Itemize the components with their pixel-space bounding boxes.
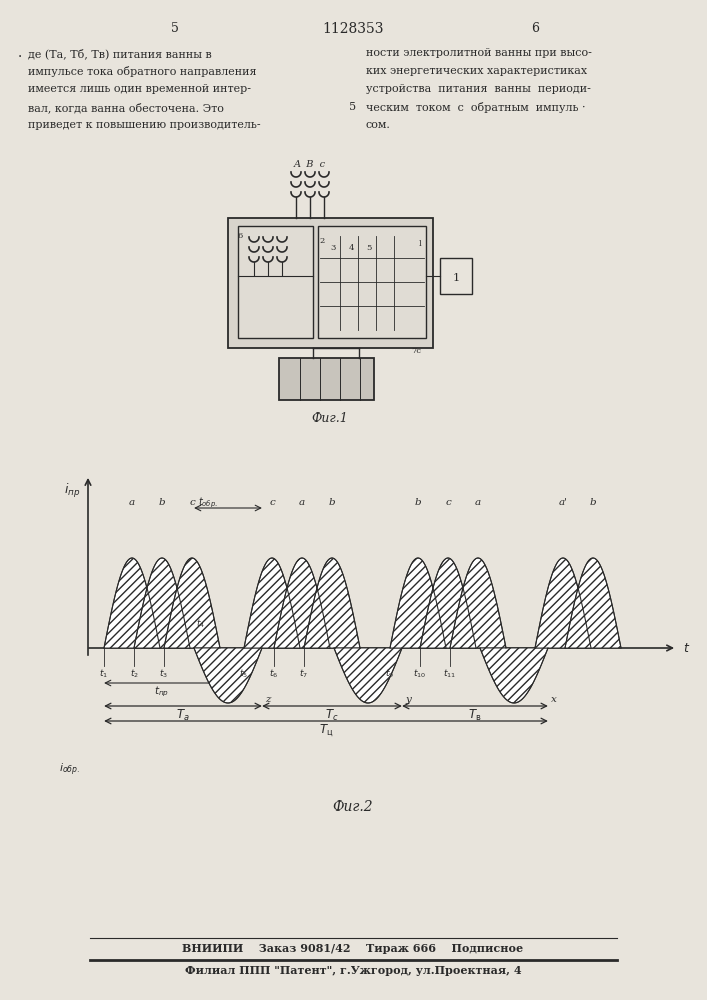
Text: 5: 5 <box>171 22 179 35</box>
Text: $T_c$: $T_c$ <box>325 708 339 723</box>
Text: $i_{обр.}$: $i_{обр.}$ <box>59 762 80 778</box>
Text: вал, когда ванна обесточена. Это: вал, когда ванна обесточена. Это <box>28 102 224 113</box>
Text: $t_3$: $t_3$ <box>160 668 168 680</box>
Bar <box>228 218 433 348</box>
Text: $t_2$: $t_2$ <box>129 668 139 680</box>
Text: $t_{12}$: $t_{12}$ <box>500 668 513 680</box>
Bar <box>238 226 313 338</box>
Text: c: c <box>445 498 451 507</box>
Text: $t_{10}$: $t_{10}$ <box>414 668 426 680</box>
Text: c: c <box>189 498 195 507</box>
Text: $t_1$: $t_1$ <box>100 668 108 680</box>
Text: 7c: 7c <box>411 347 421 355</box>
Text: c: c <box>269 498 275 507</box>
Text: ческим  током  с  обратным  импуль ·: ческим током с обратным импуль · <box>366 102 585 113</box>
Text: $i_{пр}$: $i_{пр}$ <box>64 482 80 500</box>
Text: $T_\text{ц}$: $T_\text{ц}$ <box>319 723 333 739</box>
Text: a': a' <box>559 498 568 507</box>
Text: 1: 1 <box>452 273 460 283</box>
Text: $t_6$: $t_6$ <box>269 668 279 680</box>
Text: устройства  питания  ванны  периоди-: устройства питания ванны периоди- <box>366 84 591 94</box>
Bar <box>318 226 426 338</box>
Text: $t_8$: $t_8$ <box>356 668 365 680</box>
Text: $T_\text{в}$: $T_\text{в}$ <box>468 708 481 723</box>
Text: 6: 6 <box>531 22 539 35</box>
Text: b: b <box>415 498 421 507</box>
Text: ности электролитной ванны при высо-: ности электролитной ванны при высо- <box>366 48 592 58</box>
Text: $t_{11}$: $t_{11}$ <box>443 668 457 680</box>
Text: $t_7$: $t_7$ <box>300 668 308 680</box>
Text: a: a <box>299 498 305 507</box>
Text: $t_{обр.}$: $t_{обр.}$ <box>198 496 218 510</box>
Text: ких энергетических характеристиках: ких энергетических характеристиках <box>366 66 587 76</box>
Text: ВНИИПИ    Заказ 9081/42    Тираж 666    Подписное: ВНИИПИ Заказ 9081/42 Тираж 666 Подписное <box>182 943 524 954</box>
Bar <box>440 258 472 294</box>
Text: приведет к повышению производитель-: приведет к повышению производитель- <box>28 120 261 130</box>
Text: 3: 3 <box>330 244 336 252</box>
Text: b: b <box>158 498 165 507</box>
Text: 4: 4 <box>349 244 354 252</box>
Text: l: l <box>419 240 421 248</box>
Text: A  B  c: A B c <box>294 160 326 169</box>
Text: ·: · <box>18 50 23 64</box>
Text: a: a <box>475 498 481 507</box>
Text: z: z <box>265 696 271 704</box>
Text: $t_4$: $t_4$ <box>196 617 205 630</box>
Text: импульсе тока обратного направления: импульсе тока обратного направления <box>28 66 257 77</box>
Text: a: a <box>129 498 135 507</box>
Text: сом.: сом. <box>366 120 391 130</box>
Text: 6: 6 <box>238 232 243 240</box>
Text: $t_9$: $t_9$ <box>385 668 395 680</box>
Text: $t$: $t$ <box>683 642 690 654</box>
Text: 1128353: 1128353 <box>322 22 384 36</box>
Text: 5: 5 <box>349 102 356 112</box>
Text: Филиал ППП "Патент", г.Ужгород, ул.Проектная, 4: Филиал ППП "Патент", г.Ужгород, ул.Проек… <box>185 965 521 976</box>
Text: $t_5$: $t_5$ <box>240 668 248 680</box>
Text: Фиг.2: Фиг.2 <box>333 800 373 814</box>
Text: y: y <box>405 696 411 704</box>
Text: имеется лишь один временной интер-: имеется лишь один временной интер- <box>28 84 251 94</box>
Text: b: b <box>329 498 335 507</box>
Bar <box>279 358 374 400</box>
Text: де (Tа, Tб, Tв) питания ванны в: де (Tа, Tб, Tв) питания ванны в <box>28 48 212 59</box>
Text: x: x <box>551 696 557 704</box>
Text: $T_a$: $T_a$ <box>176 708 190 723</box>
Text: $t_{пр}$: $t_{пр}$ <box>154 685 170 699</box>
Text: 5: 5 <box>366 244 372 252</box>
Text: b: b <box>590 498 596 507</box>
Text: Фиг.1: Фиг.1 <box>312 412 349 425</box>
Text: 2: 2 <box>320 237 325 245</box>
